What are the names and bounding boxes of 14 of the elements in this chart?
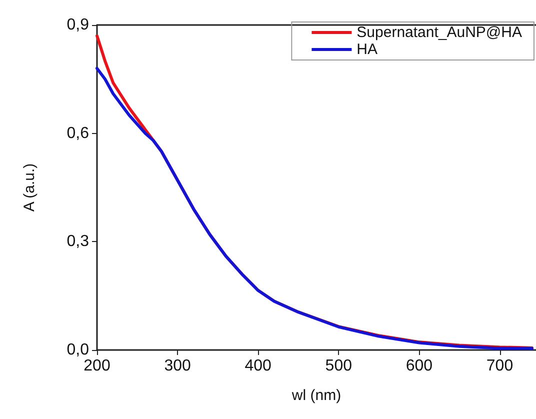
x-tick-label: 300 — [164, 358, 191, 374]
x-tick-label: 400 — [244, 358, 272, 374]
x-tick-label: 200 — [84, 358, 110, 374]
legend-label: Supernatant_AuNP@HA — [356, 24, 522, 41]
x-axis-title: wl (nm) — [290, 387, 342, 404]
x-tick-label: 700 — [486, 358, 514, 374]
y-tick-label: 0,3 — [66, 233, 90, 250]
y-tick-label: 0,0 — [66, 342, 90, 358]
y-tick-label: 0,9 — [66, 16, 90, 34]
x-tick-label: 600 — [406, 358, 433, 374]
x-tick-label: 500 — [325, 358, 352, 374]
y-axis-title: A (a.u.) — [21, 163, 38, 212]
y-tick-label: 0,6 — [66, 124, 90, 142]
legend-label: HA — [356, 41, 378, 58]
